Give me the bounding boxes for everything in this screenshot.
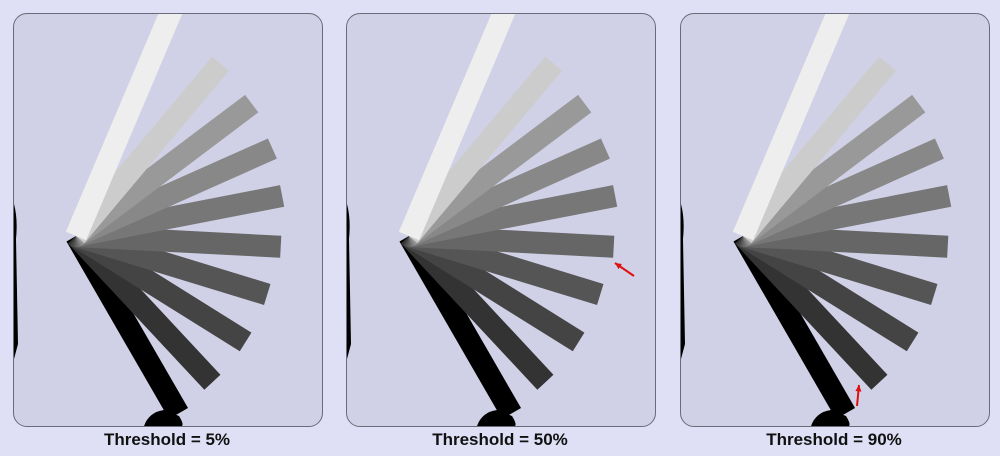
fan-bar (740, 185, 952, 247)
fan-bar (399, 230, 522, 420)
panel-threshold-90 (680, 13, 990, 427)
fan-bar (65, 14, 184, 241)
fan-bar (732, 14, 851, 241)
fan-bar (734, 56, 897, 244)
fan-bar (71, 138, 277, 247)
fan-bar (67, 56, 230, 244)
fan-bar (400, 228, 554, 390)
fan-bar (400, 56, 563, 244)
fan-bar (69, 94, 259, 245)
fan-bar (404, 138, 610, 247)
panel-label: Threshold = 50% (432, 430, 568, 449)
red-arrow-icon (614, 262, 635, 277)
fan-bar (406, 185, 618, 247)
panel-label: Threshold = 90% (766, 430, 902, 449)
fan-bar (736, 94, 926, 245)
fan-bar (402, 94, 592, 245)
fan-bar (734, 228, 888, 390)
fan-figure (681, 14, 952, 426)
fan-figure (347, 14, 635, 426)
fan-bar (738, 138, 944, 247)
fan-bar (733, 230, 856, 420)
fan-bar (73, 185, 285, 247)
fan-figure (14, 14, 285, 426)
edge-silhouette (14, 204, 18, 359)
panel-label: Threshold = 5% (103, 430, 231, 449)
red-arrow-icon (855, 384, 862, 407)
edge-silhouette (681, 204, 685, 359)
fan-bar (398, 14, 517, 241)
fan-bar (67, 228, 221, 390)
fan-bar (66, 230, 189, 420)
edge-silhouette (347, 204, 351, 359)
panel-threshold-50 (346, 13, 656, 427)
panel-threshold-5 (13, 13, 323, 427)
